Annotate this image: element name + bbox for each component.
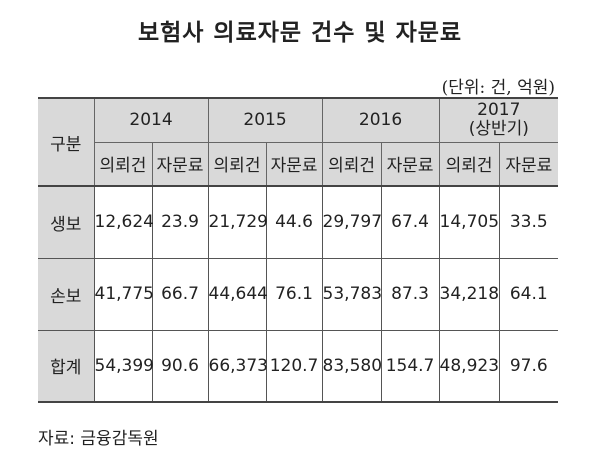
page-title: 보험사 의료자문 건수 및 자문료 [137, 20, 463, 46]
year-header: 2015 [208, 98, 323, 143]
source-note: 자료: 금융감독원 [38, 429, 159, 449]
table-cell: 64.1 [499, 258, 559, 331]
table-cell: 66.7 [152, 258, 209, 331]
sub-header: 자문료 [152, 142, 209, 186]
row-label: 합계 [38, 330, 95, 403]
sub-header: 의뢰건 [94, 142, 153, 186]
year-header: 2016 [322, 98, 440, 143]
table-cell: 87.3 [381, 258, 440, 331]
table-row: 손보 41,775 66.7 44,644 76.1 53,783 87.3 3… [38, 258, 559, 331]
header-row-years: 구분 2014 2015 2016 2017 (상반기) [38, 98, 559, 187]
row-label: 생보 [38, 186, 95, 259]
sub-header: 의뢰건 [208, 142, 267, 186]
data-table: 구분 2014 2015 2016 2017 (상반기) 의뢰건 자문료 의뢰건 … [38, 97, 559, 403]
table-cell: 83,580 [322, 330, 382, 403]
row-label: 손보 [38, 258, 95, 331]
header-row-sub: 의뢰건 자문료 의뢰건 자문료 의뢰건 자문료 의뢰건 자문료 [38, 142, 559, 186]
table-cell: 53,783 [322, 258, 382, 331]
sub-header: 의뢰건 [322, 142, 382, 186]
table-cell: 54,399 [94, 330, 154, 403]
table-row: 합계 54,399 90.6 66,373 120.7 83,580 154.7… [38, 330, 559, 403]
table-row: 생보 12,624 23.9 21,729 44.6 29,797 67.4 1… [38, 186, 559, 259]
table-cell: 66,373 [208, 330, 268, 403]
table-cell: 76.1 [266, 258, 323, 331]
table-cell: 120.7 [266, 330, 323, 403]
table-cell: 97.6 [499, 330, 559, 403]
table-cell: 21,729 [208, 186, 268, 259]
table-cell: 34,218 [439, 258, 500, 331]
sub-header: 의뢰건 [439, 142, 500, 186]
table-cell: 67.4 [381, 186, 440, 259]
table-cell: 23.9 [152, 186, 209, 259]
unit-note: (단위: 건, 억원) [441, 78, 555, 98]
sub-header: 자문료 [505, 156, 553, 177]
table-cell: 14,705 [439, 186, 500, 259]
table-cell: 12,624 [94, 186, 154, 259]
table-cell: 41,775 [94, 258, 154, 331]
table-cell: 48,923 [439, 330, 500, 403]
sub-header: 자문료 [266, 142, 323, 186]
year-header: 2014 [94, 98, 209, 143]
table-cell: 44,644 [208, 258, 268, 331]
table-cell: 33.5 [499, 186, 559, 259]
table-cell: 29,797 [322, 186, 382, 259]
table-cell: 90.6 [152, 330, 209, 403]
year-header: 2017 (상반기) [439, 98, 559, 143]
table-cell: 154.7 [381, 330, 440, 403]
sub-header: 자문료 [381, 142, 440, 186]
row-header-label: 구분 [38, 98, 95, 187]
table-cell: 44.6 [266, 186, 323, 259]
